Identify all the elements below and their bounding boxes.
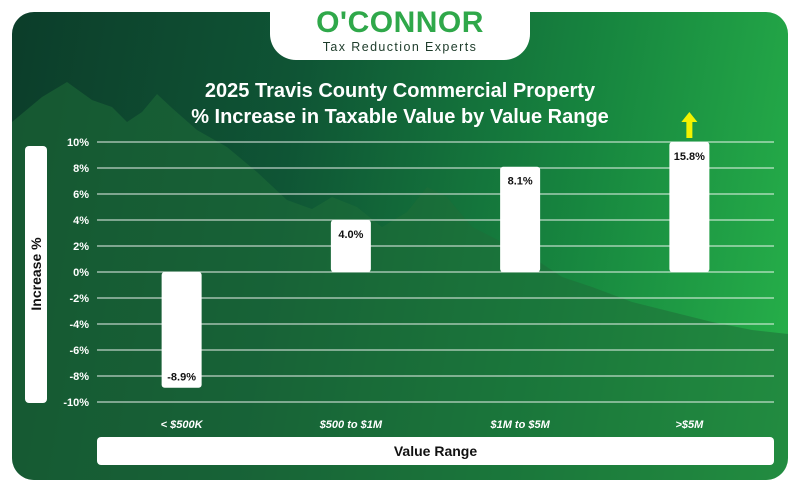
bar-data-label: 4.0%	[338, 229, 363, 241]
y-tick-label: -4%	[69, 319, 89, 331]
logo-tagline: Tax Reduction Experts	[322, 40, 478, 54]
bar-data-label: 8.1%	[508, 176, 533, 188]
y-tick-label: -6%	[69, 345, 89, 357]
y-tick-label: 8%	[73, 163, 89, 175]
x-tick-label: >$5M	[675, 419, 704, 431]
logo-tab: O'CONNOR Tax Reduction Experts	[270, 0, 530, 60]
x-tick-label: $500 to $1M	[319, 419, 383, 431]
bar-data-label: -8.9%	[167, 372, 196, 384]
bar	[330, 220, 371, 272]
y-axis-label-box	[25, 146, 47, 403]
x-tick-label: < $500K	[161, 419, 204, 431]
overflow-arrow-icon	[681, 112, 698, 138]
bar	[669, 142, 710, 272]
x-tick-label: $1M to $5M	[489, 419, 550, 431]
x-axis-label: Value Range	[97, 437, 774, 465]
background-mountain-silhouette	[12, 82, 788, 480]
y-axis-label: Increase %	[28, 237, 44, 311]
y-tick-label: -2%	[69, 293, 89, 305]
y-tick-label: 0%	[73, 267, 89, 279]
chart-subtitle: % Increase in Taxable Value by Value Ran…	[191, 106, 609, 128]
y-tick-label: 6%	[73, 189, 89, 201]
logo-wordmark: O'CONNOR	[316, 6, 484, 39]
bar-data-label: 15.8%	[674, 151, 705, 163]
bar	[500, 166, 541, 272]
y-tick-label: 10%	[67, 137, 89, 149]
y-tick-label: -10%	[63, 397, 89, 409]
y-tick-label: 4%	[73, 215, 89, 227]
bar	[161, 272, 202, 388]
chart-title: 2025 Travis County Commercial Property	[204, 80, 596, 102]
y-tick-label: 2%	[73, 241, 89, 253]
y-tick-label: -8%	[69, 371, 89, 383]
